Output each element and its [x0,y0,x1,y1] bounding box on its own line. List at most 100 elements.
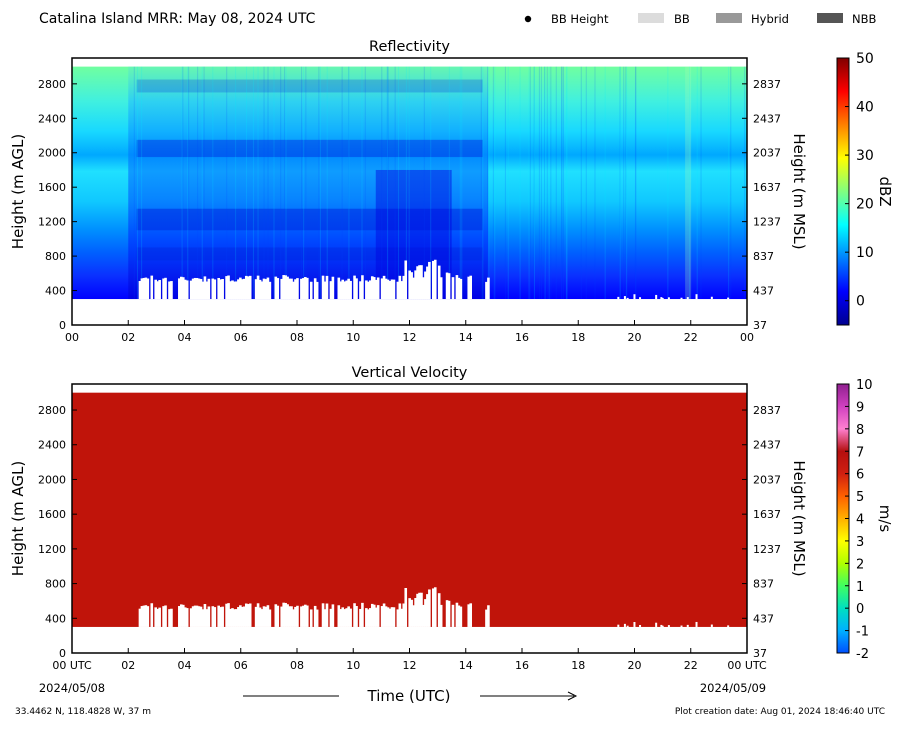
heatmap-streak [257,66,259,300]
y-tick-label: 1200 [38,543,66,556]
no-data-notch [376,605,380,627]
no-data-notch [243,606,246,627]
no-data-notch [276,278,280,300]
no-data-notch [321,603,325,627]
heatmap-streak [604,66,606,300]
legend-swatch-nbb [817,13,843,23]
heatmap-streak [548,66,550,300]
heatmap-streak [585,66,587,300]
colorbar-tick-label: -2 [856,647,869,662]
no-data-notch [667,297,670,300]
no-data-notch [146,606,150,627]
heatmap-streak [561,66,563,300]
x-tick-label: 00 UTC [52,659,92,672]
heatmap-streak [141,66,143,300]
no-data-notch [445,272,449,300]
no-data-notch [347,278,350,300]
colorbar-tick-label: 1 [856,580,864,595]
heatmap-streak [482,66,484,300]
y-axis-label: Height (m AGL) [9,461,27,576]
no-data-notch [162,606,165,627]
no-data-notch [284,275,287,300]
no-data-notch [205,281,209,300]
heatmap-streak [245,66,247,300]
no-data-notch [268,609,272,627]
no-data-notch [266,605,270,627]
no-data-notch [231,280,234,300]
x-tick-label: 00 UTC [727,659,767,672]
y-tick-label-right: 437 [753,612,774,625]
no-data-notch [246,276,250,300]
no-data-notch [183,607,187,627]
x-tick-label: 00 [740,331,754,344]
heatmap-streak [561,66,563,300]
no-data-notch [359,608,362,627]
x-tick-label: 00 [65,331,79,344]
no-data-notch [408,270,411,300]
heatmap-streak [182,66,184,300]
no-data-notch [633,294,636,300]
no-data-notch [323,281,327,300]
no-data-notch [639,624,642,627]
y-tick-label-right: 1637 [753,181,781,194]
heatmap-streak [619,66,621,300]
no-data-notch [221,606,224,627]
colorbar-label: dBZ [876,176,894,206]
no-data-notch [323,609,327,627]
legend-label-0: BB Height [551,12,609,26]
heatmap-streak [540,66,542,300]
no-data-notch [191,278,195,300]
heatmap-streak [528,66,530,300]
no-data-notch [140,278,144,300]
no-data-notch [412,277,415,300]
no-data-notch [445,600,449,627]
no-data-notch [211,278,215,300]
x-tick-label: 20 [628,331,642,344]
y-tick-label-right: 2837 [753,78,781,91]
no-data-notch [142,277,146,300]
no-data-notch [343,609,347,627]
no-data-notch [372,604,376,627]
y-axis-label-right: Height (m MSL) [790,133,808,249]
no-data-notch [424,271,427,300]
x-tick-label: 14 [459,659,473,672]
colorbar-tick-label: 10 [856,245,874,261]
no-data-notch [661,625,664,627]
heatmap-streak [555,66,557,300]
no-data-notch [262,278,266,300]
no-data-notch [300,606,303,627]
no-data-notch [302,605,305,627]
no-data-notch [416,593,419,627]
heatmap-streak [529,66,531,300]
heatmap-streak [226,66,228,300]
no-data-notch [623,623,626,627]
no-data-notch [469,603,473,627]
no-data-notch [325,275,329,300]
no-data-notch [248,275,252,300]
no-data-notch [376,277,380,300]
x-tick-label: 12 [403,331,417,344]
no-data-notch [296,605,299,627]
no-data-notch [260,609,264,627]
no-data-notch [345,608,348,627]
y-tick-label: 2000 [38,473,66,486]
heatmap-streak [635,66,637,300]
heatmap-streak [133,66,135,300]
legend-label-2: Hybrid [751,12,789,26]
no-data-notch [639,297,642,300]
no-data-notch [191,606,195,627]
no-data-notch [256,603,260,627]
no-data-notch [331,604,335,627]
x-tick-label: 10 [346,331,360,344]
colorbar-tick-label: 10 [856,378,873,393]
colorbar-tick-label: 0 [856,294,865,310]
no-data-notch [626,625,629,627]
no-data-notch [386,607,390,627]
legend-dot-bb-height [524,15,532,23]
no-data-notch [268,281,272,300]
y-tick-label: 2000 [38,147,66,160]
no-data-notch [485,609,488,627]
heatmap-layer [136,247,483,261]
no-data-notch [221,278,224,300]
